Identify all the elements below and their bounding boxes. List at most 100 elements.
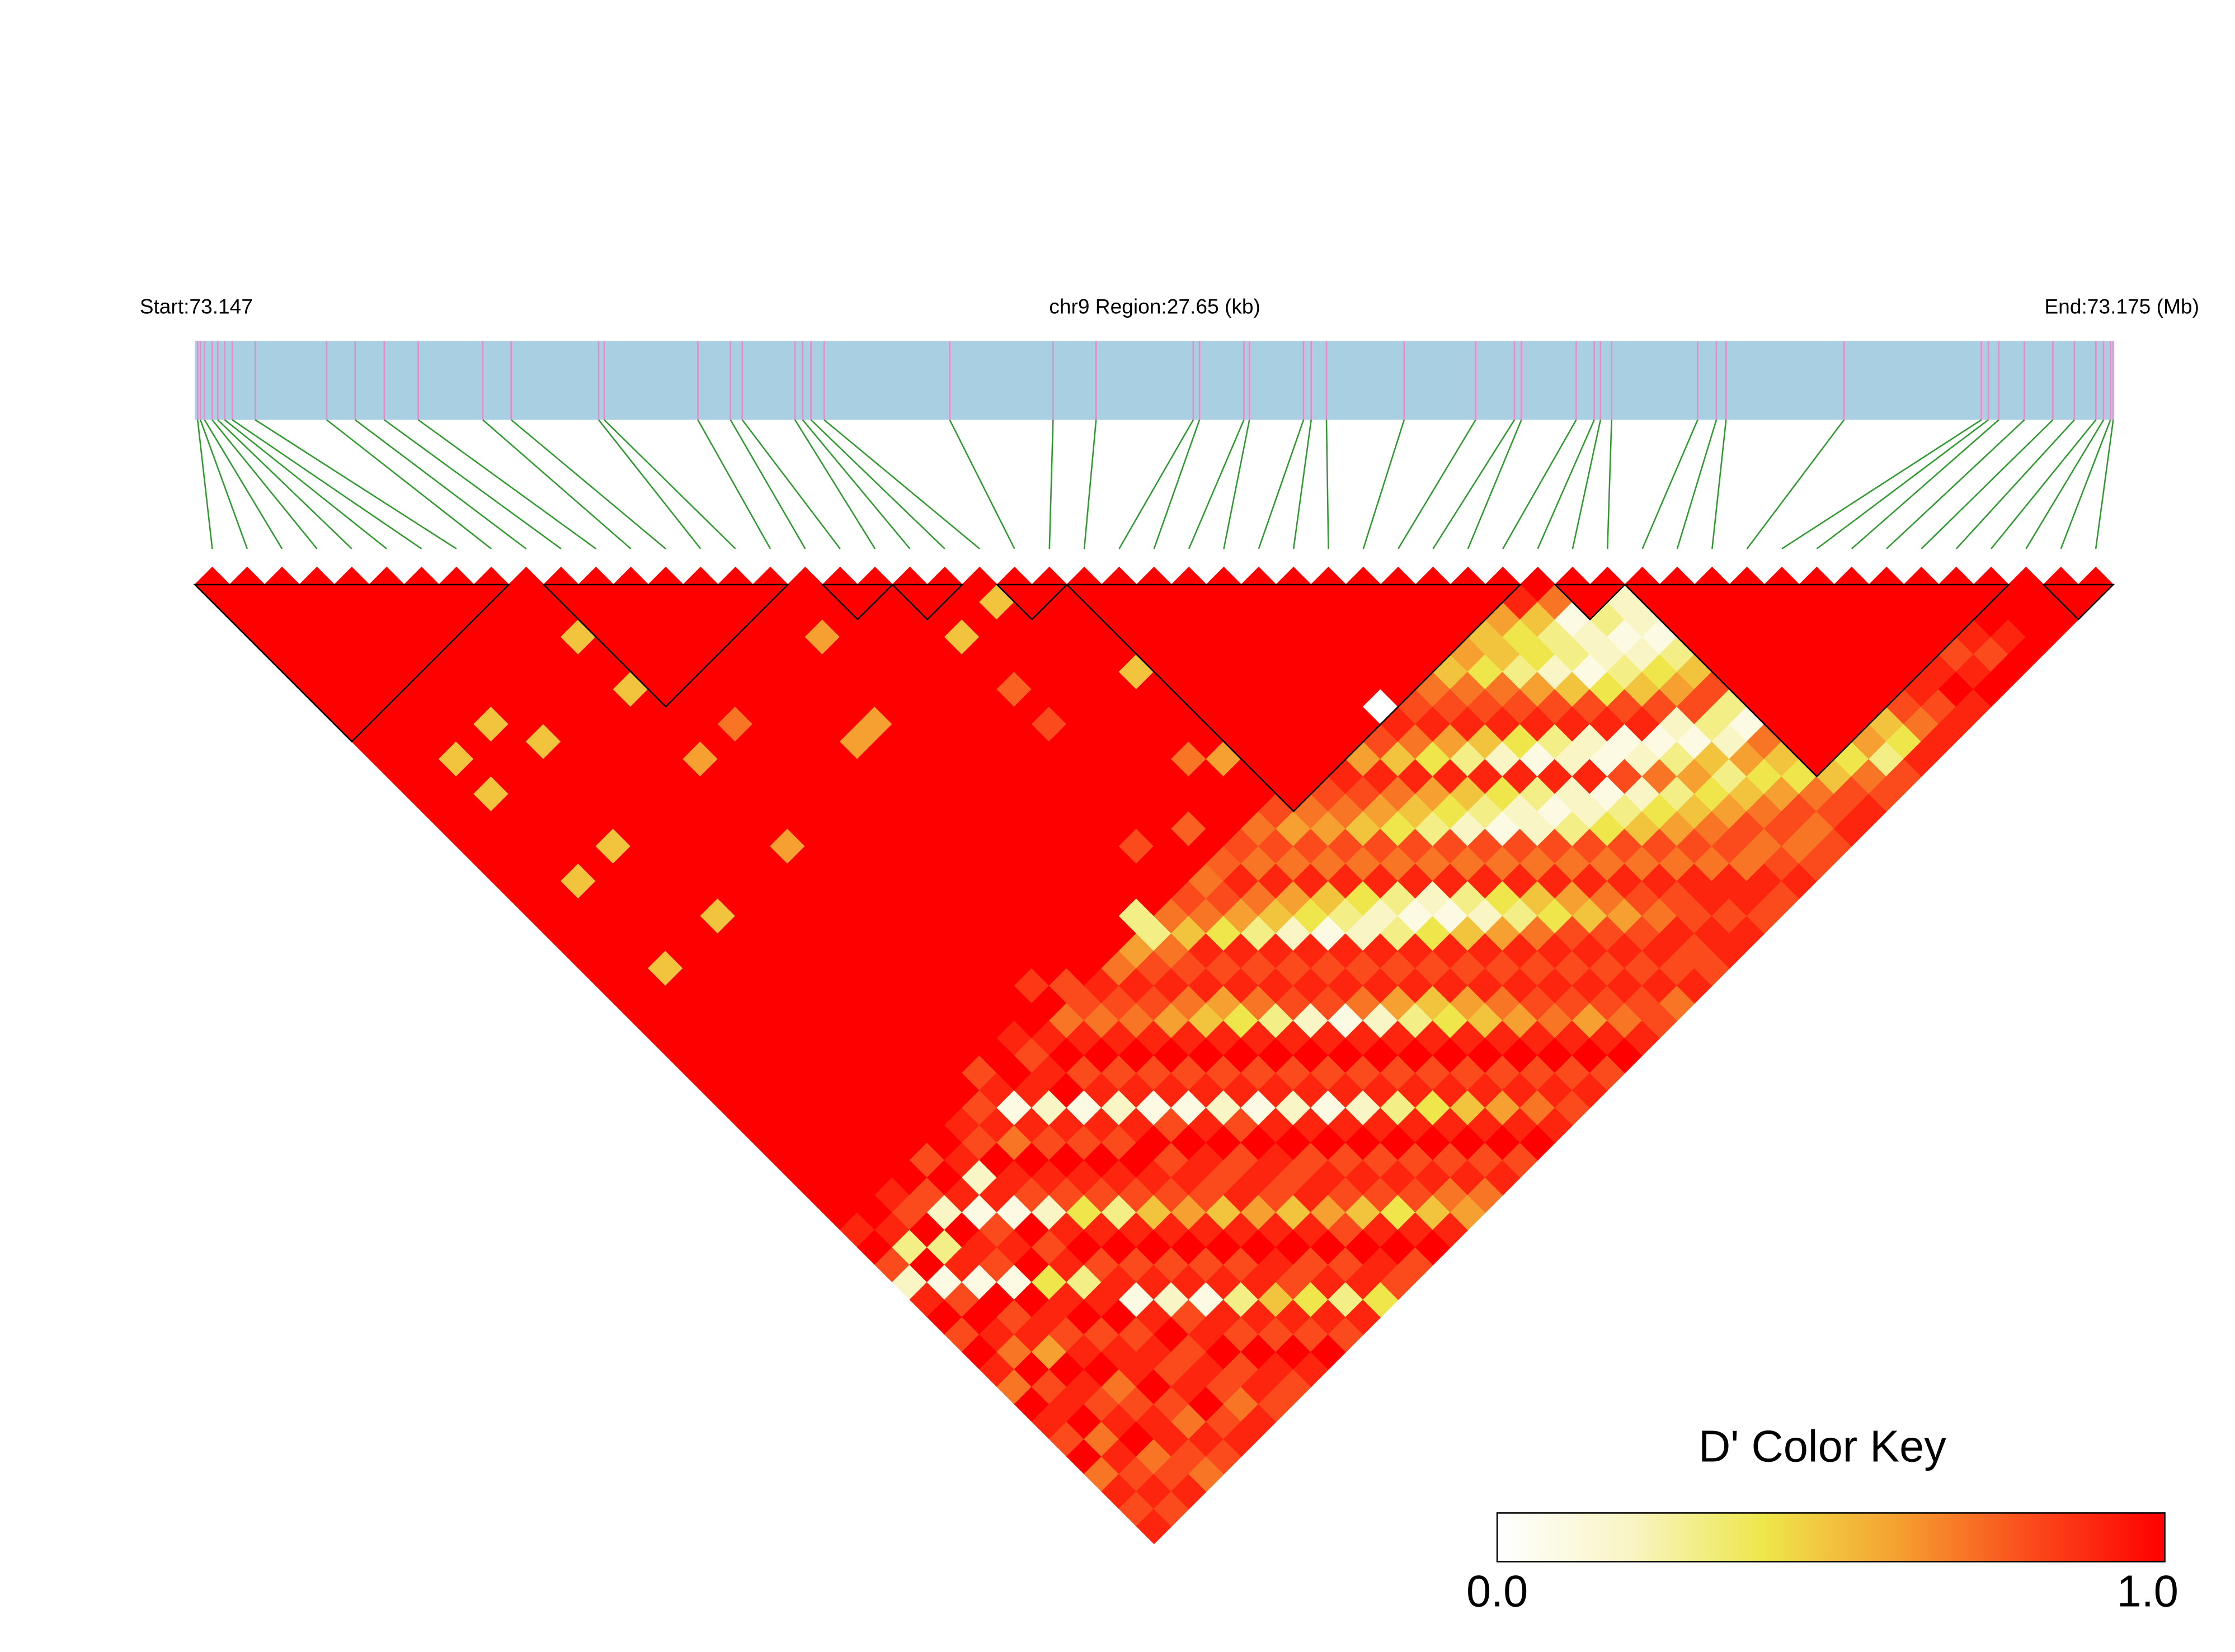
- ld-cell: [1694, 811, 1730, 847]
- snp-connector: [224, 419, 387, 549]
- ld-cell: [962, 671, 998, 708]
- ld-cell: [996, 1229, 1033, 1265]
- ld-cell: [1432, 1212, 1469, 1248]
- snp-connector: [1118, 419, 1194, 549]
- ld-cell: [561, 898, 597, 934]
- snp-connector: [1362, 420, 1405, 549]
- ld-block-outline: [2041, 583, 2115, 621]
- ld-cell: [944, 758, 980, 794]
- ld-cell: [979, 1037, 1015, 1074]
- ld-cell: [386, 758, 422, 794]
- ld-cell: [996, 1020, 1033, 1056]
- ld-cell: [926, 1194, 963, 1231]
- ld-cell: [1048, 1072, 1085, 1109]
- ld-block-outline: [891, 583, 964, 621]
- ld-cell: [1869, 775, 1905, 812]
- ld-cell: [1677, 828, 1713, 864]
- ld-cell: [561, 653, 597, 690]
- ld-cell: [926, 985, 963, 1022]
- snp-connector: [196, 420, 213, 549]
- ld-cell: [1066, 775, 1103, 812]
- ld-cell: [1031, 1090, 1067, 1126]
- ld-cell: [1694, 950, 1730, 986]
- ld-cell: [944, 863, 980, 900]
- snp-connector: [1886, 419, 2025, 549]
- ld-cell: [1659, 811, 1696, 847]
- ld-cell: [1659, 950, 1696, 986]
- snp-connector: [255, 419, 457, 550]
- ld-cell: [1380, 985, 1417, 1022]
- ld-cell: [926, 1159, 963, 1196]
- ld-cell: [1641, 793, 1678, 830]
- ld-cell: [1432, 898, 1469, 934]
- ld-cell: [1048, 1107, 1085, 1143]
- snp-connector: [697, 419, 771, 549]
- ld-cell: [1031, 1229, 1067, 1265]
- ld-cell: [578, 811, 614, 847]
- ld-block-outline: [1553, 583, 1627, 621]
- ld-cell: [962, 1090, 998, 1126]
- snp-connector: [802, 419, 911, 549]
- ld-cell: [630, 863, 666, 900]
- ld-cell: [665, 933, 702, 969]
- ld-cell: [1066, 1229, 1103, 1265]
- snp-connector: [482, 419, 632, 549]
- ld-cell: [1014, 723, 1050, 760]
- snp-connector: [326, 419, 492, 549]
- ld-cell: [1711, 933, 1748, 969]
- ld-cell: [926, 811, 963, 847]
- ld-cell: [1659, 706, 1696, 742]
- ld-cell: [909, 828, 945, 864]
- ld-cell: [944, 967, 980, 1004]
- snp-connector: [199, 420, 248, 549]
- ld-cell: [1641, 723, 1678, 760]
- ld-cell: [996, 950, 1033, 986]
- ld-cell: [1014, 793, 1050, 830]
- snp-connector: [2025, 419, 2105, 549]
- ld-cell: [1763, 845, 1800, 882]
- ld-cell: [1624, 915, 1660, 952]
- ld-cell: [1048, 1421, 1085, 1457]
- ld-cell: [909, 1072, 945, 1109]
- ld-cell: [543, 845, 579, 882]
- ld-cell: [1014, 828, 1050, 864]
- ld-cell: [561, 863, 597, 900]
- ld-cell: [909, 967, 945, 1004]
- ld-cell: [926, 845, 963, 882]
- ld-cell: [1014, 1037, 1050, 1074]
- ld-cell: [386, 723, 422, 760]
- ld-cell: [1432, 828, 1469, 864]
- ld-cell: [1066, 985, 1103, 1022]
- snp-connector: [1571, 420, 1602, 549]
- ld-cell: [1031, 985, 1067, 1022]
- ld-cell: [1048, 1037, 1085, 1074]
- ld-cell: [962, 985, 998, 1022]
- ld-cell: [665, 1003, 702, 1039]
- ld-cell: [1066, 1438, 1103, 1475]
- ld-cell: [1415, 1090, 1451, 1126]
- ld-cell: [1031, 1194, 1067, 1231]
- ld-cell: [647, 915, 684, 952]
- ld-cell: [996, 741, 1033, 777]
- ld-cell: [1781, 793, 1818, 830]
- ld-cell: [996, 1194, 1033, 1231]
- ld-cell: [1641, 653, 1678, 690]
- ld-cell: [1729, 915, 1765, 952]
- ld-cell: [1781, 758, 1818, 794]
- ld-cell: [1886, 758, 1922, 794]
- ld-cell: [996, 985, 1033, 1022]
- snp-connector: [232, 419, 422, 550]
- ld-cell: [665, 863, 702, 900]
- ld-cell: [665, 1037, 702, 1074]
- snp-connector: [794, 419, 876, 549]
- ld-cell: [909, 1037, 945, 1074]
- ld-cell: [962, 950, 998, 986]
- ld-cell: [909, 758, 945, 794]
- snp-connector: [1188, 419, 1245, 549]
- ld-cell: [1031, 950, 1067, 986]
- snp-connector: [1048, 420, 1054, 549]
- ld-cell: [1066, 1194, 1103, 1231]
- ld-cell: [455, 793, 492, 830]
